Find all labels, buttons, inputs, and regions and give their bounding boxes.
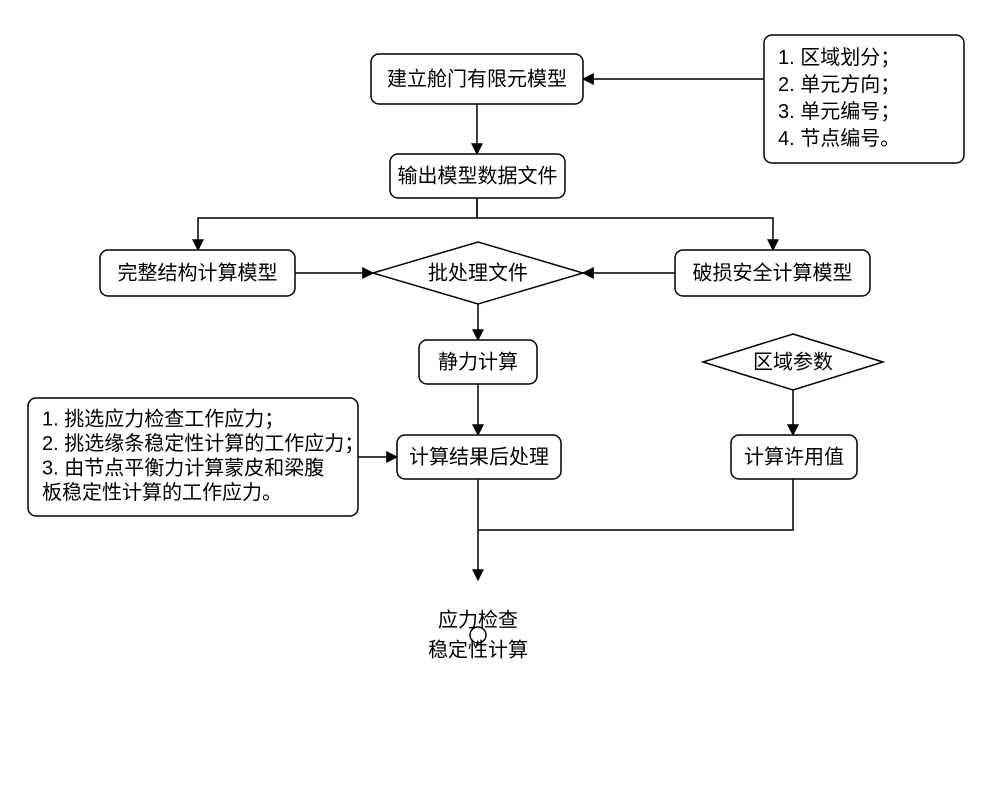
node-n2: 输出模型数据文件 <box>390 154 565 198</box>
node-n5: 破损安全计算模型 <box>675 250 870 296</box>
svg-text:输出模型数据文件: 输出模型数据文件 <box>398 164 558 187</box>
svg-text:2. 单元方向；: 2. 单元方向； <box>778 73 900 96</box>
svg-text:应力检查: 应力检查 <box>438 608 518 631</box>
svg-text:完整结构计算模型: 完整结构计算模型 <box>118 261 278 284</box>
node-n3: 完整结构计算模型 <box>100 250 295 296</box>
node-n6: 静力计算 <box>419 340 537 384</box>
node-n7: 区域参数 <box>703 334 883 390</box>
node-side2: 1. 挑选应力检查工作应力；2. 挑选缘条稳定性计算的工作应力；3. 由节点平衡… <box>28 398 364 516</box>
svg-text:破损安全计算模型: 破损安全计算模型 <box>693 261 853 284</box>
svg-text:建立舱门有限元模型: 建立舱门有限元模型 <box>387 67 567 90</box>
svg-text:板稳定性计算的工作应力。: 板稳定性计算的工作应力。 <box>42 481 282 504</box>
svg-text:1. 挑选应力检查工作应力；: 1. 挑选应力检查工作应力； <box>42 408 284 431</box>
node-n10: 应力检查稳定性计算 <box>428 608 528 661</box>
svg-text:3. 单元编号；: 3. 单元编号； <box>778 100 900 123</box>
svg-text:1. 区域划分；: 1. 区域划分； <box>778 46 900 69</box>
node-side1: 1. 区域划分； 2. 单元方向； 3. 单元编号； 4. 节点编号。 <box>764 35 964 163</box>
node-n4: 批处理文件 <box>373 242 583 304</box>
edge <box>478 479 793 530</box>
svg-text:2. 挑选缘条稳定性计算的工作应力；: 2. 挑选缘条稳定性计算的工作应力； <box>42 432 364 455</box>
svg-text:3. 由节点平衡力计算蒙皮和梁腹: 3. 由节点平衡力计算蒙皮和梁腹 <box>42 457 324 480</box>
svg-text:计算许用值: 计算许用值 <box>744 445 844 468</box>
edge <box>477 198 773 250</box>
svg-text:稳定性计算: 稳定性计算 <box>428 638 528 661</box>
node-n9: 计算许用值 <box>731 435 857 479</box>
svg-text:静力计算: 静力计算 <box>438 350 518 373</box>
edge <box>198 198 477 250</box>
svg-text:批处理文件: 批处理文件 <box>428 261 528 284</box>
svg-text:4. 节点编号。: 4. 节点编号。 <box>778 127 900 150</box>
node-n1: 建立舱门有限元模型 <box>371 54 583 104</box>
svg-text:计算结果后处理: 计算结果后处理 <box>409 445 549 468</box>
node-n8: 计算结果后处理 <box>397 435 561 479</box>
svg-text:区域参数: 区域参数 <box>753 350 833 373</box>
